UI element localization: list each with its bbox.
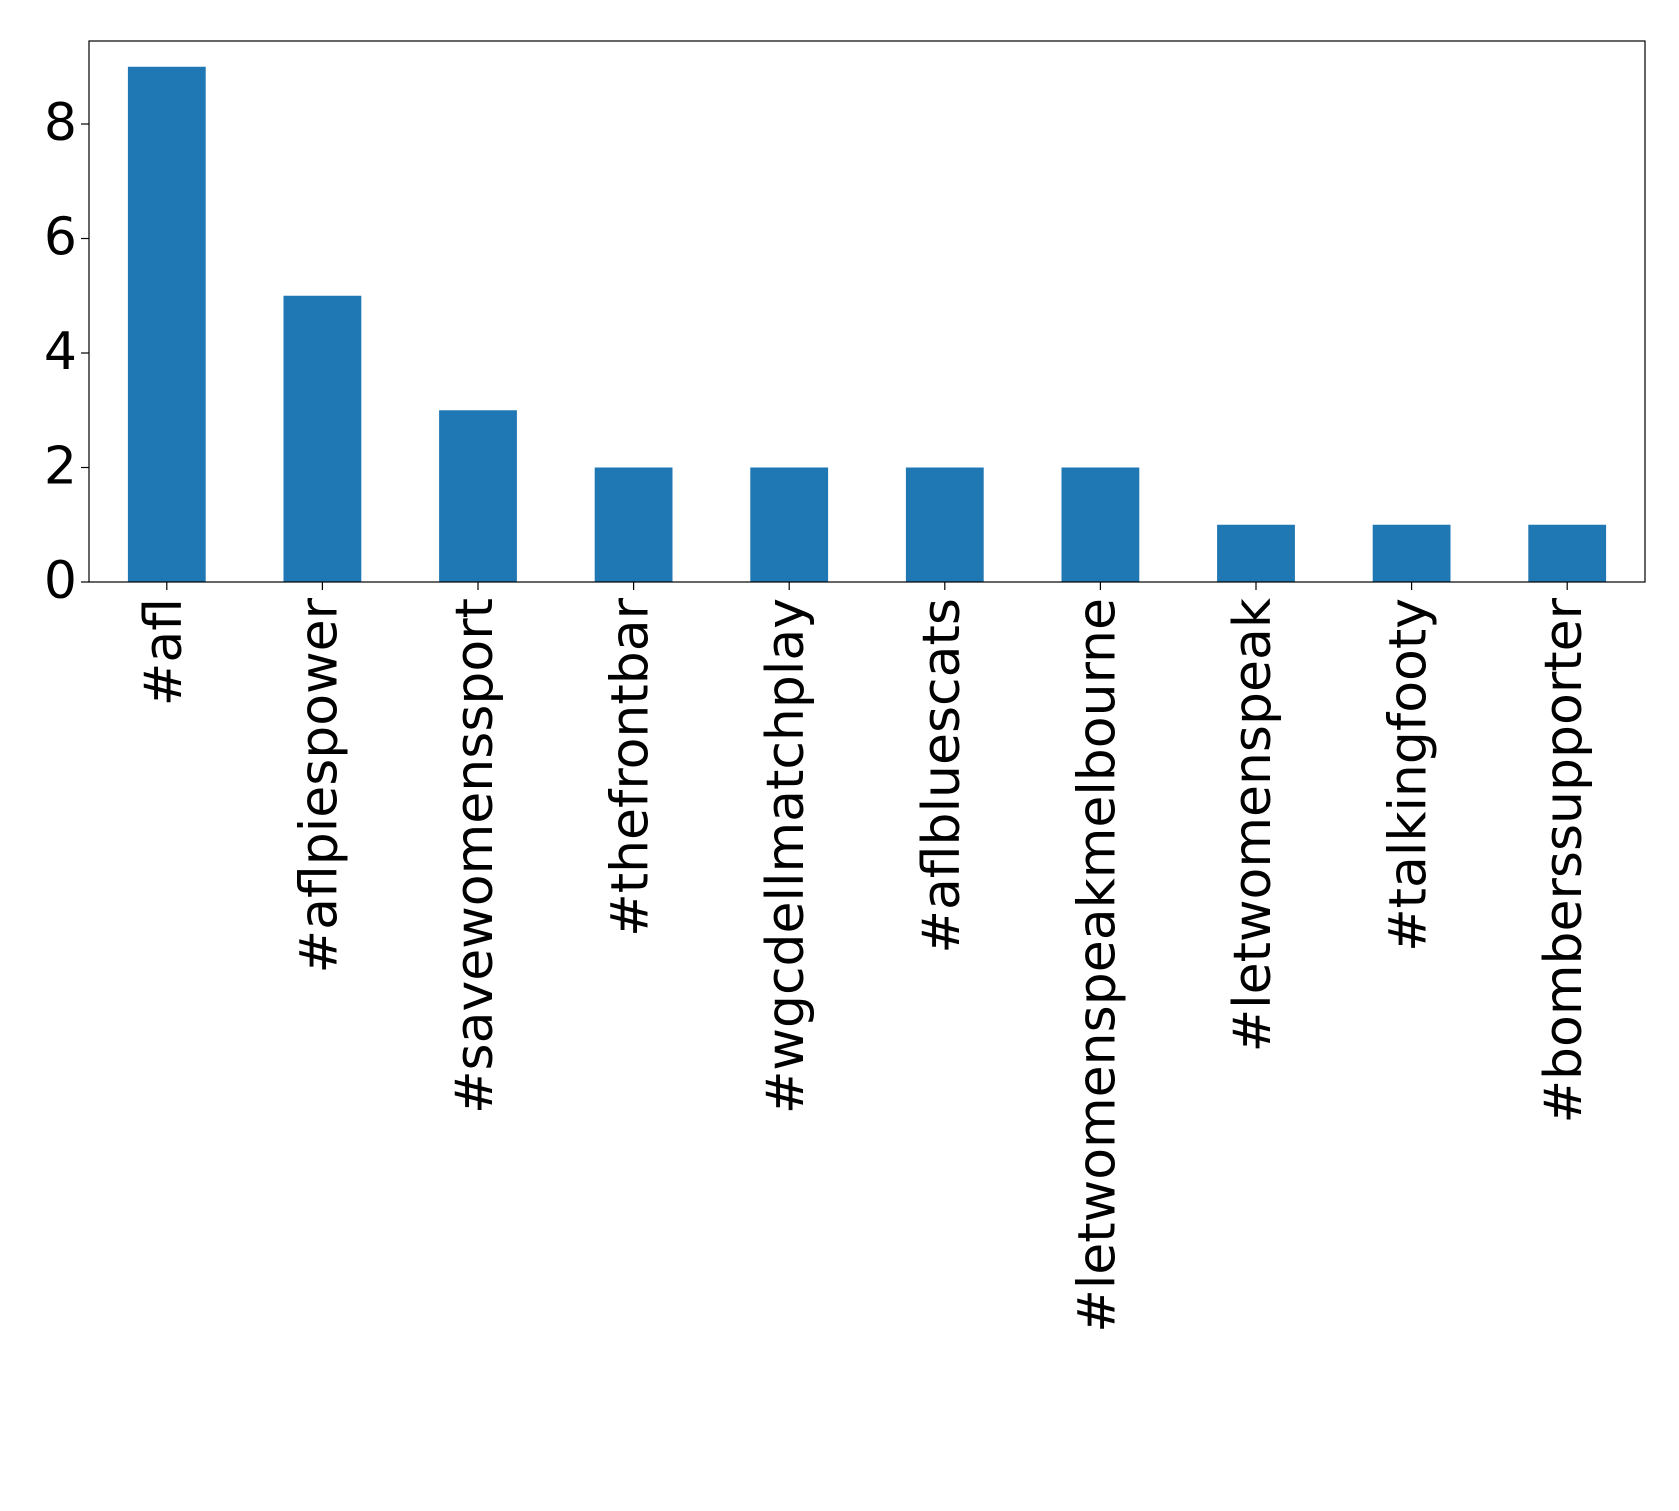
- x-tick-label: #bomberssupporter: [1534, 597, 1594, 1123]
- bar: [1372, 524, 1451, 582]
- bar: [750, 467, 829, 582]
- bar: [905, 467, 984, 582]
- bar: [1061, 467, 1140, 582]
- bar: [1528, 524, 1607, 582]
- x-tick-label: #aflbluescats: [912, 598, 972, 954]
- x-tick-label: #letwomenspeakmelbourne: [1067, 598, 1127, 1333]
- x-tick-label: #talkingfooty: [1379, 598, 1439, 952]
- x-tick-label: #savewomenssport: [445, 598, 505, 1114]
- y-tick-label: 6: [44, 208, 77, 268]
- bar: [439, 410, 517, 582]
- y-tick-label: 2: [44, 437, 77, 497]
- x-tick-label: #thefrontbar: [601, 597, 661, 936]
- x-tick-label: #wgcdellmatchplay: [756, 598, 816, 1114]
- y-tick-label: 8: [44, 93, 77, 153]
- plot-frame: [88, 40, 1646, 583]
- x-tick-label: #aflpiespower: [289, 597, 349, 973]
- bar: [127, 66, 206, 582]
- x-tick-label: #afl: [134, 598, 194, 706]
- bar: [1217, 524, 1295, 582]
- x-tick-label: #letwomenspeak: [1223, 598, 1283, 1052]
- y-tick-label: 0: [44, 551, 77, 611]
- bar: [283, 295, 362, 582]
- bar: [594, 467, 673, 582]
- y-tick-label: 4: [44, 322, 77, 382]
